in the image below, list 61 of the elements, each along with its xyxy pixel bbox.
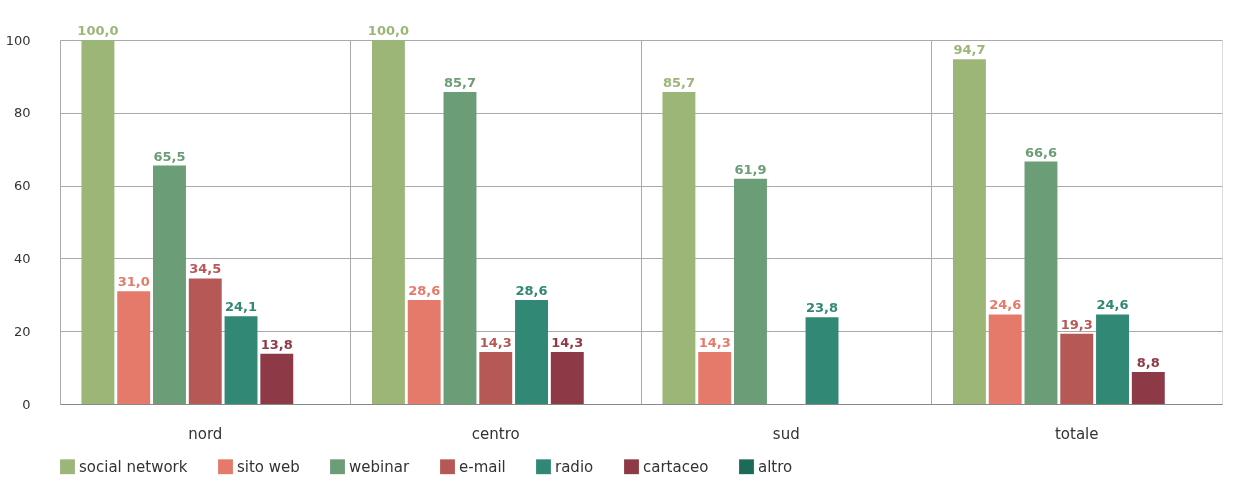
y-tick-label: 60 — [13, 178, 31, 194]
data-label: 100,0 — [367, 23, 409, 38]
data-label: 100,0 — [77, 23, 119, 38]
legend-label: sito web — [237, 457, 300, 476]
bar — [1060, 333, 1094, 404]
legend-label: radio — [555, 457, 594, 476]
data-label: 14,3 — [698, 334, 731, 350]
data-label: 13,8 — [260, 336, 293, 352]
bar — [188, 278, 222, 404]
bar — [371, 40, 405, 404]
data-label: 28,6 — [515, 282, 548, 298]
bar — [224, 316, 258, 404]
bar — [805, 317, 839, 404]
bar — [952, 59, 986, 404]
bar — [479, 351, 513, 404]
y-tick-label: 0 — [22, 396, 31, 412]
bar — [515, 299, 548, 404]
bar — [117, 291, 151, 404]
bar — [988, 314, 1022, 404]
data-label: 28,6 — [408, 282, 441, 298]
x-tick-label: sud — [772, 424, 800, 443]
data-label: 23,8 — [805, 300, 839, 316]
y-tick-label: 20 — [13, 323, 31, 339]
bar — [1131, 371, 1165, 404]
data-label: 85,7 — [443, 75, 477, 91]
y-tick-label: 40 — [13, 250, 31, 266]
legend-label: cartaceo — [643, 457, 709, 476]
data-label: 8,8 — [1136, 354, 1160, 370]
data-label: 65,5 — [153, 148, 186, 164]
bar — [550, 351, 584, 404]
data-label: 66,6 — [1024, 144, 1058, 160]
data-label: 24,1 — [224, 299, 258, 315]
x-tick-label: totale — [1054, 424, 1099, 443]
legend-label: e-mail — [459, 457, 506, 476]
data-label: 24,6 — [989, 297, 1022, 313]
data-label: 34,5 — [189, 261, 222, 277]
bar — [1024, 161, 1058, 404]
legend-label: social network — [79, 457, 188, 476]
data-label: 14,3 — [551, 334, 584, 350]
data-label: 24,6 — [1096, 297, 1129, 313]
y-tick-label: 80 — [13, 105, 31, 121]
legend-label: webinar — [349, 457, 410, 476]
bar — [734, 178, 767, 404]
data-label: 19,3 — [1060, 316, 1093, 332]
x-tick-label: centro — [471, 424, 520, 443]
bar — [698, 351, 732, 404]
legend-label: altro — [758, 457, 793, 476]
y-tick-label: 100 — [5, 32, 31, 48]
bar — [153, 165, 186, 404]
bar — [662, 92, 696, 404]
bar — [81, 40, 115, 404]
bar — [1096, 314, 1129, 404]
x-tick-label: nord — [188, 424, 223, 443]
data-label: 85,7 — [662, 75, 695, 91]
data-label: 94,7 — [953, 42, 986, 58]
bar — [407, 299, 441, 404]
bar — [443, 92, 477, 404]
data-label: 61,9 — [734, 161, 767, 177]
data-label: 31,0 — [117, 274, 150, 290]
bar — [260, 353, 294, 404]
data-label: 14,3 — [479, 334, 512, 350]
